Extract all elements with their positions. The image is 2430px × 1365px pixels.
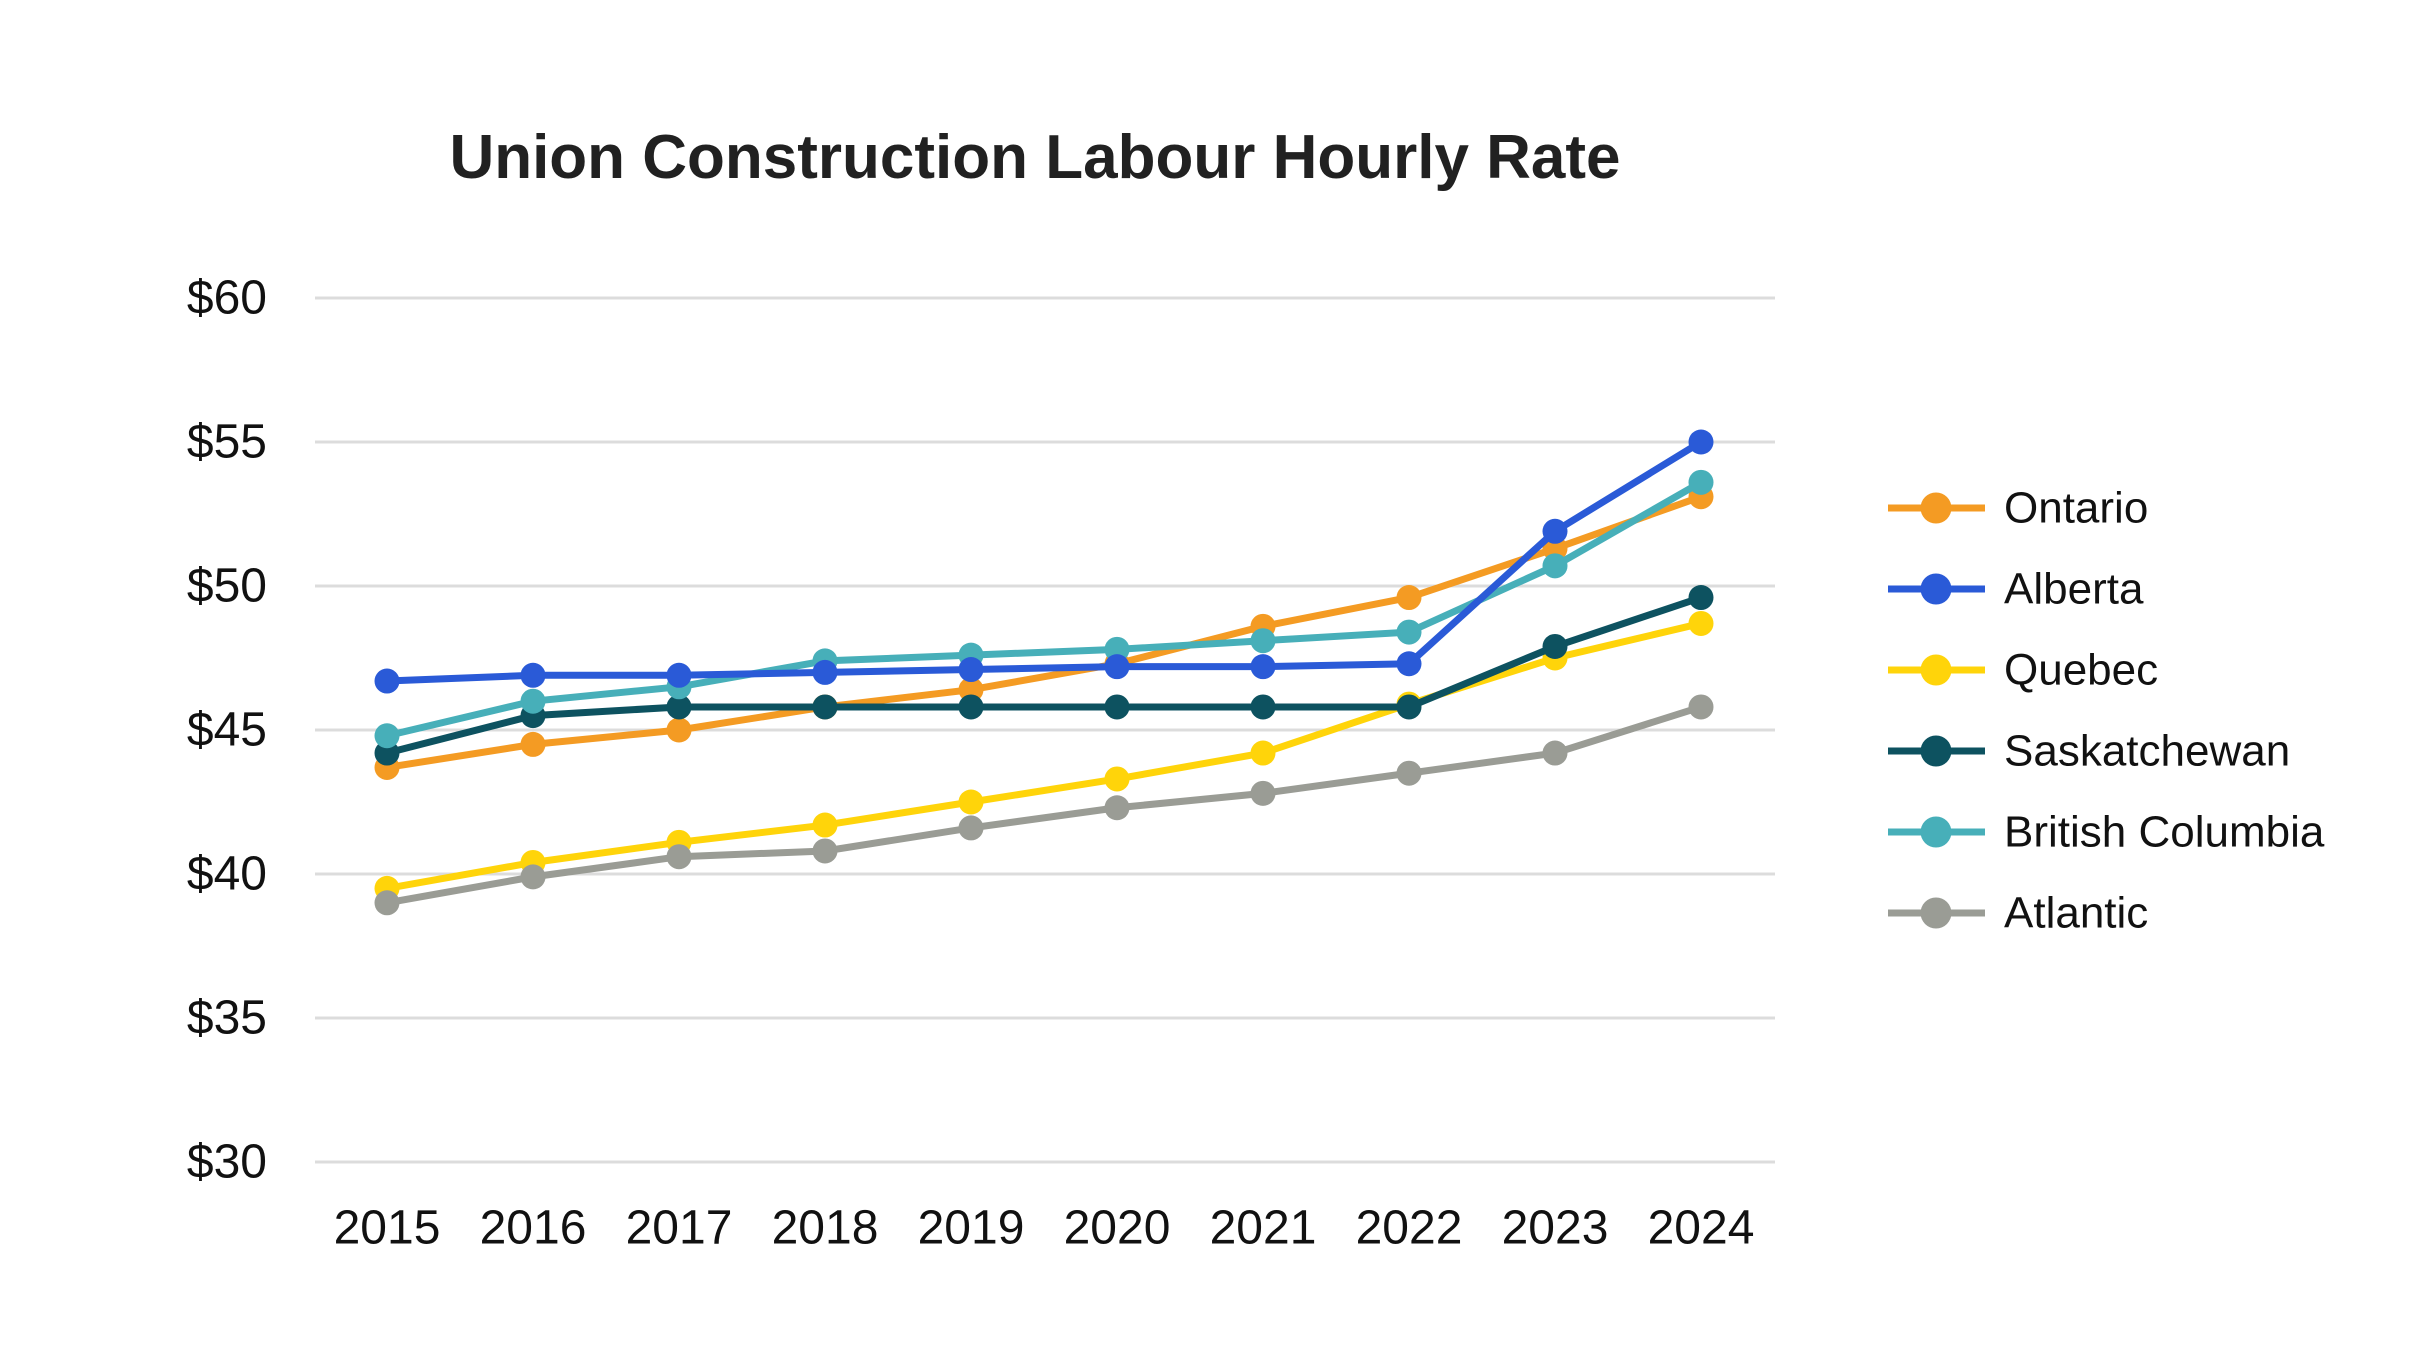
x-tick-label: 2023	[1502, 1202, 1609, 1255]
data-point-alberta-2015	[374, 668, 400, 694]
data-point-saskatchewan-2023	[1542, 633, 1568, 659]
data-point-atlantic-2018	[812, 838, 838, 864]
data-point-saskatchewan-2015	[374, 740, 400, 766]
x-tick-label: 2018	[772, 1202, 879, 1255]
y-tick-label: $40	[187, 848, 267, 901]
y-tick-label: $50	[187, 560, 267, 613]
data-point-saskatchewan-2018	[812, 694, 838, 720]
y-tick-label: $55	[187, 416, 267, 469]
series-line-ontario	[386, 493, 1703, 771]
data-point-quebec-2024	[1688, 610, 1714, 636]
y-tick-label: $60	[187, 272, 267, 325]
data-point-atlantic-2019	[958, 815, 984, 841]
data-point-alberta-2019	[958, 657, 984, 683]
x-tick-label: 2019	[918, 1202, 1025, 1255]
series-line-british-columbia	[386, 479, 1703, 740]
legend-marker-dot-quebec	[1920, 654, 1952, 686]
legend-marker-dot-ontario	[1920, 492, 1952, 524]
legend-label-quebec: Quebec	[2004, 646, 2158, 695]
x-tick-label: 2015	[334, 1202, 441, 1255]
legend-label-atlantic: Atlantic	[2004, 889, 2148, 938]
legend-marker-dot-atlantic	[1920, 897, 1952, 929]
series-line-saskatchewan	[386, 594, 1703, 757]
data-point-alberta-2023	[1542, 518, 1568, 544]
data-point-alberta-2017	[666, 662, 692, 688]
data-point-atlantic-2016	[520, 864, 546, 890]
legend-item-quebec[interactable]: Quebec	[1888, 646, 2158, 695]
legend: Ontario Alberta Quebec Saskatchewan British …	[1888, 484, 2325, 938]
legend-item-alberta[interactable]: Alberta	[1888, 565, 2144, 614]
series-alberta	[374, 429, 1714, 694]
data-point-alberta-2018	[812, 659, 838, 685]
data-point-alberta-2022	[1396, 651, 1422, 677]
legend-label-saskatchewan: Saskatchewan	[2004, 727, 2290, 776]
legend-marker-dot-british-columbia	[1920, 816, 1952, 848]
data-point-alberta-2020	[1104, 654, 1130, 680]
data-point-ontario-2023	[1542, 536, 1568, 562]
data-point-saskatchewan-2017	[666, 694, 692, 720]
axis-layer: $30 $35 $40 $45 $50 $55 $60 2015 2016 2017 2018 201…	[187, 272, 1754, 1255]
data-point-british-columbia-2023	[1542, 553, 1568, 579]
x-tick-label: 2020	[1064, 1202, 1171, 1255]
x-tick-label: 2017	[626, 1202, 733, 1255]
series-line-alberta	[386, 439, 1703, 685]
data-point-alberta-2024	[1688, 429, 1714, 455]
data-point-quebec-2019	[958, 789, 984, 815]
data-point-british-columbia-2020	[1104, 636, 1130, 662]
data-point-atlantic-2020	[1104, 795, 1130, 821]
data-point-saskatchewan-2021	[1250, 694, 1276, 720]
legend-marker-dot-alberta	[1920, 573, 1952, 605]
x-tick-label: 2024	[1648, 1202, 1755, 1255]
legend-label-alberta: Alberta	[2004, 565, 2144, 614]
x-tick-label: 2021	[1210, 1202, 1317, 1255]
data-point-atlantic-2015	[374, 890, 400, 916]
data-point-atlantic-2021	[1250, 780, 1276, 806]
y-tick-label: $35	[187, 992, 267, 1045]
data-point-saskatchewan-2020	[1104, 694, 1130, 720]
data-point-alberta-2021	[1250, 654, 1276, 680]
legend-item-british-columbia[interactable]: British Columbia	[1888, 808, 2325, 857]
x-tick-label: 2022	[1356, 1202, 1463, 1255]
series-line-atlantic	[386, 703, 1703, 907]
legend-item-saskatchewan[interactable]: Saskatchewan	[1888, 727, 2290, 776]
x-tick-label: 2016	[480, 1202, 587, 1255]
series-ontario	[374, 484, 1714, 780]
series-layer	[374, 429, 1714, 916]
data-point-atlantic-2017	[666, 844, 692, 870]
data-point-saskatchewan-2024	[1688, 585, 1714, 611]
data-point-quebec-2018	[812, 812, 838, 838]
data-point-british-columbia-2016	[520, 688, 546, 714]
data-point-quebec-2020	[1104, 766, 1130, 792]
data-point-ontario-2017	[666, 717, 692, 743]
legend-label-ontario: Ontario	[2004, 484, 2148, 533]
grid-layer	[315, 296, 1775, 1164]
data-point-saskatchewan-2019	[958, 694, 984, 720]
data-point-saskatchewan-2022	[1396, 694, 1422, 720]
data-point-ontario-2016	[520, 731, 546, 757]
data-point-atlantic-2023	[1542, 740, 1568, 766]
series-atlantic	[374, 694, 1714, 916]
data-point-quebec-2021	[1250, 740, 1276, 766]
legend-label-british-columbia: British Columbia	[2004, 808, 2325, 857]
y-tick-label: $30	[187, 1136, 267, 1189]
legend-item-ontario[interactable]: Ontario	[1888, 484, 2148, 533]
data-point-british-columbia-2024	[1688, 469, 1714, 495]
data-point-ontario-2019	[958, 677, 984, 703]
legend-item-atlantic[interactable]: Atlantic	[1888, 889, 2148, 938]
data-point-ontario-2022	[1396, 585, 1422, 611]
data-point-british-columbia-2015	[374, 723, 400, 749]
data-point-atlantic-2022	[1396, 760, 1422, 786]
data-point-british-columbia-2022	[1396, 619, 1422, 645]
chart-title: Union Construction Labour Hourly Rate	[449, 123, 1620, 192]
legend-marker-dot-saskatchewan	[1920, 735, 1952, 767]
data-point-atlantic-2024	[1688, 694, 1714, 720]
y-tick-label: $45	[187, 704, 267, 757]
data-point-alberta-2016	[520, 662, 546, 688]
series-line-quebec	[386, 620, 1702, 892]
data-point-british-columbia-2021	[1250, 628, 1276, 654]
